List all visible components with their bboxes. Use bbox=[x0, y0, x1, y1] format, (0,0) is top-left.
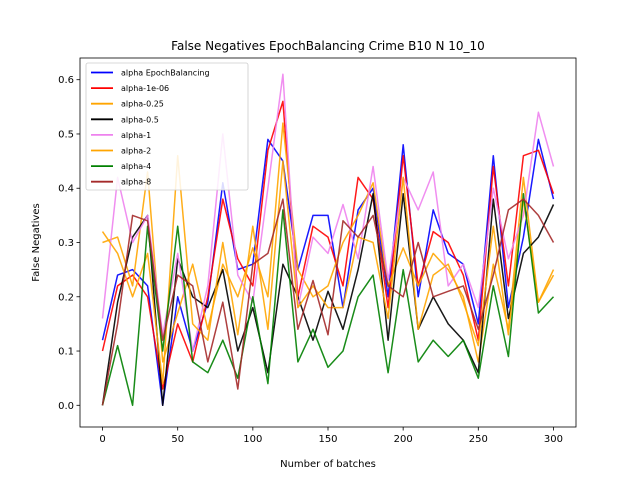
legend-label-2: alpha-0.25 bbox=[121, 100, 164, 109]
legend-label-3: alpha-0.5 bbox=[121, 115, 159, 124]
series-layer bbox=[101, 73, 555, 407]
x-tick-label: 100 bbox=[243, 434, 262, 445]
series-line-6 bbox=[101, 192, 555, 407]
legend-label-4: alpha-1 bbox=[121, 131, 151, 140]
x-tick-label: 200 bbox=[394, 434, 413, 445]
series-line-7 bbox=[101, 198, 555, 406]
series-line-0 bbox=[101, 138, 555, 407]
y-tick-label: 0.1 bbox=[58, 347, 74, 358]
x-axis: 0 50 100 150 200 250 300 bbox=[99, 427, 563, 445]
legend-label-6: alpha-4 bbox=[121, 162, 151, 171]
y-tick-label: 0.2 bbox=[58, 292, 74, 303]
chart-title: False Negatives EpochBalancing Crime B10… bbox=[171, 39, 485, 53]
series-line-2 bbox=[102, 122, 555, 363]
x-tick-label: 50 bbox=[171, 434, 184, 445]
y-tick-label: 0.5 bbox=[58, 129, 74, 140]
legend-label-0: alpha EpochBalancing bbox=[121, 69, 210, 78]
legend-label-7: alpha-8 bbox=[121, 178, 151, 187]
y-axis: 0.0 0.1 0.2 0.3 0.4 0.5 0.6 bbox=[58, 75, 80, 412]
x-tick-label: 300 bbox=[544, 434, 563, 445]
legend: alpha EpochBalancing alpha-1e-06 alpha-0.2… bbox=[85, 62, 249, 191]
legend-label-5: alpha-2 bbox=[121, 147, 151, 156]
legend-box bbox=[85, 62, 249, 191]
y-tick-label: 0.4 bbox=[58, 184, 74, 195]
series-line-3 bbox=[101, 192, 555, 407]
y-axis-label: False Negatives bbox=[31, 203, 42, 281]
legend-label-1: alpha-1e-06 bbox=[121, 84, 169, 93]
x-tick-label: 150 bbox=[318, 434, 337, 445]
y-tick-label: 0.0 bbox=[58, 401, 74, 412]
x-tick-label: 0 bbox=[99, 434, 105, 445]
x-axis-label: Number of batches bbox=[280, 459, 376, 470]
series-line-4 bbox=[101, 73, 555, 352]
y-tick-label: 0.6 bbox=[58, 75, 74, 86]
x-tick-label: 250 bbox=[469, 434, 488, 445]
y-tick-label: 0.3 bbox=[58, 238, 74, 249]
